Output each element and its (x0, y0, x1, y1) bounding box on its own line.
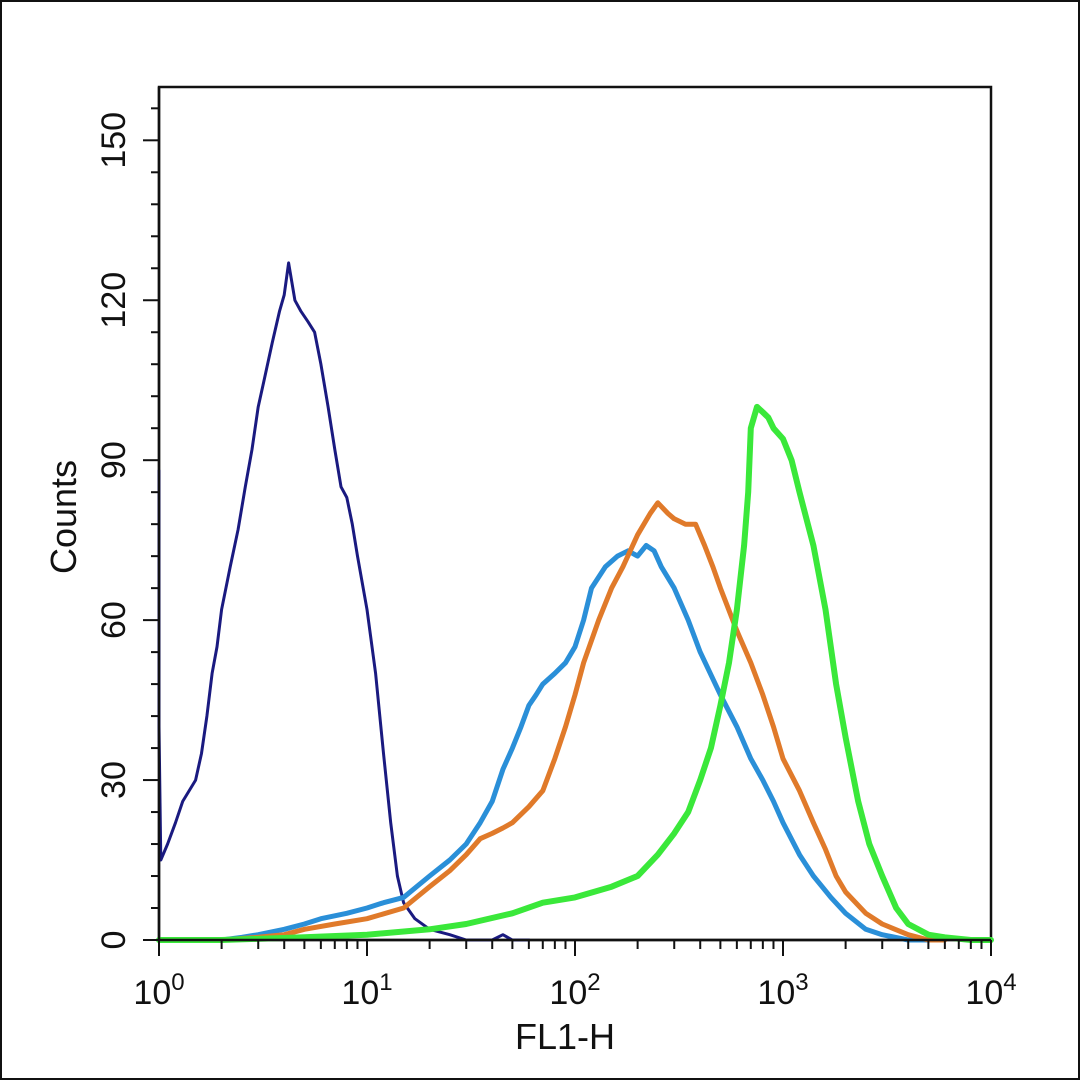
y-tick-label: 60 (95, 601, 133, 639)
x-tick-label: 103 (757, 969, 808, 1012)
y-axis: 0 30 60 90 120 150 (95, 87, 161, 950)
x-tick-label: 102 (549, 969, 600, 1012)
x-tick-label: 101 (341, 969, 392, 1012)
y-tick-label: 120 (95, 272, 133, 329)
plot-area (157, 85, 993, 942)
histogram-series-4 (156, 403, 994, 943)
histogram-series-3 (219, 500, 948, 943)
histogram-series-2 (173, 543, 931, 943)
y-tick-label: 0 (95, 931, 133, 950)
y-tick-label: 150 (95, 112, 133, 169)
x-axis: 100 101 102 103 104 (133, 938, 1017, 1012)
y-tick-label: 90 (95, 441, 133, 479)
x-tick-label: 100 (133, 969, 184, 1012)
x-axis-title: FL1-H (515, 1016, 615, 1057)
y-tick-label: 30 (95, 761, 133, 799)
y-axis-title: Counts (43, 460, 84, 574)
x-tick-label: 104 (965, 969, 1016, 1012)
series-layer (156, 261, 994, 943)
